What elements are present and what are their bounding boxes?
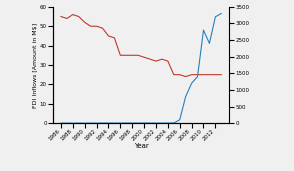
X-axis label: Year: Year — [134, 143, 148, 149]
Tax — [65, 17, 69, 19]
Tax — [77, 16, 81, 18]
Tax — [71, 14, 75, 16]
FDI — [131, 122, 134, 124]
Tax — [190, 74, 193, 76]
FDI — [142, 122, 146, 124]
Tax — [101, 27, 104, 29]
FDI — [71, 122, 75, 124]
FDI — [95, 122, 98, 124]
FDI — [160, 122, 164, 124]
Tax — [113, 37, 116, 39]
Tax — [95, 25, 98, 27]
FDI — [124, 122, 128, 124]
FDI — [202, 29, 205, 31]
Tax — [142, 56, 146, 58]
FDI — [220, 12, 223, 15]
Tax — [184, 76, 188, 78]
Tax — [202, 74, 205, 76]
FDI — [77, 122, 81, 124]
Tax — [220, 74, 223, 76]
FDI — [208, 42, 211, 44]
FDI — [184, 96, 188, 98]
Tax — [172, 74, 176, 76]
FDI — [178, 119, 181, 121]
FDI — [113, 122, 116, 124]
Tax — [214, 74, 217, 76]
Tax — [208, 74, 211, 76]
Tax — [89, 25, 92, 27]
Tax — [166, 60, 170, 62]
Tax — [136, 54, 140, 56]
FDI — [65, 122, 69, 124]
FDI — [101, 122, 104, 124]
Tax — [131, 54, 134, 56]
FDI — [154, 122, 158, 124]
Line: Tax: Tax — [61, 15, 221, 77]
Tax — [83, 21, 86, 23]
Tax — [59, 16, 63, 18]
Tax — [124, 54, 128, 56]
Line: FDI: FDI — [61, 14, 221, 123]
FDI — [136, 122, 140, 124]
FDI — [118, 122, 122, 124]
Tax — [154, 60, 158, 62]
FDI — [107, 122, 110, 124]
Tax — [196, 74, 199, 76]
FDI — [83, 122, 86, 124]
FDI — [190, 82, 193, 84]
FDI — [214, 16, 217, 18]
FDI — [172, 122, 176, 124]
Tax — [178, 74, 181, 76]
Tax — [160, 58, 164, 60]
FDI — [196, 76, 199, 78]
FDI — [148, 122, 152, 124]
Tax — [107, 35, 110, 37]
Tax — [148, 58, 152, 60]
FDI — [166, 122, 170, 124]
Tax — [118, 54, 122, 56]
Y-axis label: FDI Inflows [Amount in M$]: FDI Inflows [Amount in M$] — [33, 22, 38, 108]
FDI — [59, 122, 63, 124]
FDI — [89, 122, 92, 124]
